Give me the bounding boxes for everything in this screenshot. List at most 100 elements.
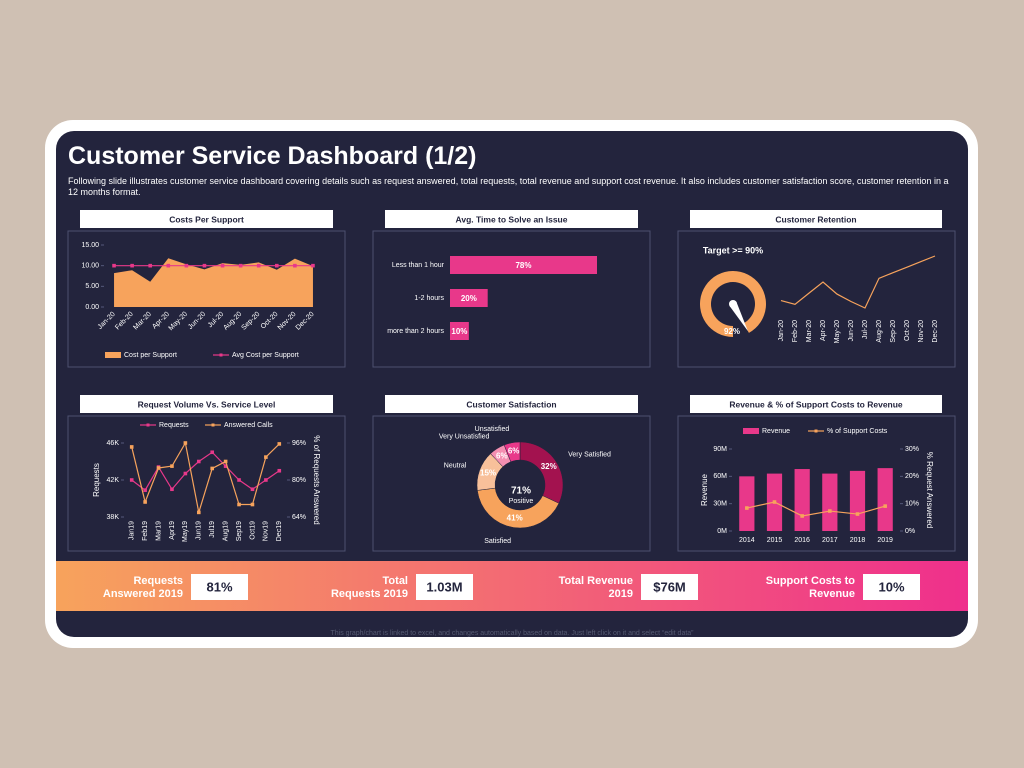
- value-label: 78%: [515, 261, 531, 270]
- x-tick-label: Mar19: [155, 521, 162, 541]
- x-tick-label: 2014: [739, 537, 755, 544]
- x-tick-label: Jan-20: [778, 320, 785, 342]
- marker: [202, 263, 207, 268]
- value-label: 20%: [461, 294, 477, 303]
- bar: [450, 322, 469, 340]
- x-tick-label: 2015: [767, 537, 783, 544]
- y2-axis-title: % of Requests Answered: [312, 435, 321, 524]
- line: [131, 451, 280, 492]
- category-label: Less than 1 hour: [392, 262, 445, 269]
- x-tick-label: Jun19: [196, 521, 203, 540]
- marker: [293, 263, 297, 268]
- chart-title: Costs Per Support: [169, 214, 244, 224]
- y-tick-label: 10%: [905, 501, 919, 508]
- bar: [450, 256, 597, 274]
- kpi-value-box: [641, 574, 698, 600]
- chart-panel: [67, 230, 346, 368]
- kpi-value-box: [191, 574, 248, 600]
- marker: [166, 263, 171, 268]
- marker: [855, 512, 860, 516]
- chart-title: Customer Retention: [775, 214, 856, 224]
- marker: [112, 263, 116, 268]
- x-tick-label: Apr-20: [820, 320, 827, 341]
- y-tick-label: 96%: [292, 440, 306, 447]
- marker: [250, 502, 255, 507]
- marker: [238, 263, 243, 268]
- marker: [184, 263, 189, 268]
- y-tick-label: 80%: [292, 477, 306, 484]
- kpi-label-line: Support Costs to: [766, 575, 855, 587]
- bar: [794, 469, 810, 531]
- marker: [274, 263, 279, 268]
- legend-swatch: [219, 353, 223, 357]
- chart-header: [80, 395, 333, 413]
- chart-header: [385, 210, 638, 228]
- legend-label: Answered Calls: [224, 422, 273, 429]
- marker: [237, 502, 241, 507]
- kpi-label: Total Requests 2019: [331, 575, 408, 600]
- y-tick-label: 42K: [107, 477, 120, 484]
- bar: [450, 289, 488, 307]
- category-label: more than 2 hours: [387, 328, 444, 335]
- y-tick-label: 60M: [713, 473, 727, 480]
- x-tick-label: 2016: [794, 537, 810, 544]
- marker: [143, 500, 147, 504]
- x-tick-label: Sep-20: [890, 320, 897, 343]
- marker: [156, 466, 161, 470]
- kpi-label-line: Total: [383, 575, 408, 587]
- marker: [210, 466, 215, 471]
- gauge-arc: [700, 271, 766, 337]
- marker: [264, 478, 268, 482]
- legend-swatch: [743, 428, 759, 434]
- kpi-label: Total Revenue 2019: [559, 575, 633, 600]
- bar: [877, 468, 893, 531]
- marker: [223, 464, 228, 468]
- line: [131, 441, 280, 513]
- legend-label: Cost per Support: [124, 352, 177, 359]
- value-label: 6%: [496, 451, 508, 460]
- annotation: Target >= 90%: [703, 245, 763, 255]
- gauge-hub: [729, 300, 737, 308]
- legend-label: % of Support Costs: [827, 428, 888, 435]
- marker: [883, 504, 887, 508]
- category-label: Neutral: [444, 463, 467, 470]
- center-label: 71%: [511, 486, 531, 497]
- kpi-value-box: [416, 574, 473, 600]
- value-label: 32%: [541, 462, 557, 471]
- y-tick-label: 0%: [905, 528, 915, 535]
- category-label: Satisfied: [484, 538, 511, 545]
- y-tick-label: 10.00: [81, 263, 99, 270]
- legend-swatch: [105, 352, 121, 358]
- x-tick-label: Oct-20: [904, 320, 911, 341]
- marker: [828, 509, 832, 513]
- footer-note: This graph/chart is linked to excel, and…: [330, 630, 694, 637]
- kpi-value: 10%: [878, 579, 904, 594]
- marker: [745, 506, 749, 510]
- x-tick-label: Jan19: [129, 521, 136, 540]
- x-tick-label: Mar-20: [806, 320, 813, 342]
- donut-slice: [503, 441, 521, 463]
- x-tick-label: Oct19: [249, 521, 256, 540]
- legend-label: Revenue: [762, 428, 790, 435]
- kpi-value-box: [863, 574, 920, 600]
- value-label: 10%: [451, 327, 467, 336]
- center-caption: Positive: [509, 498, 534, 505]
- y-tick-label: 46K: [107, 440, 120, 447]
- category-label: Very Unsatisfied: [439, 434, 490, 441]
- marker: [264, 455, 268, 459]
- x-tick-label: 2018: [850, 537, 866, 544]
- legend-label: Avg Cost per Support: [232, 352, 299, 359]
- marker: [196, 510, 201, 515]
- bar: [822, 473, 838, 531]
- legend-swatch: [814, 429, 818, 433]
- marker: [196, 459, 201, 464]
- kpi-label-line: Requests: [133, 575, 183, 587]
- marker: [277, 468, 282, 473]
- marker: [129, 478, 134, 482]
- donut-slice: [477, 487, 560, 529]
- description: Following slide illustrates customer ser…: [68, 176, 949, 197]
- y-tick-label: 38K: [107, 514, 120, 521]
- chart-panel: [372, 230, 651, 368]
- marker: [256, 263, 261, 268]
- x-tick-label: 2017: [822, 537, 838, 544]
